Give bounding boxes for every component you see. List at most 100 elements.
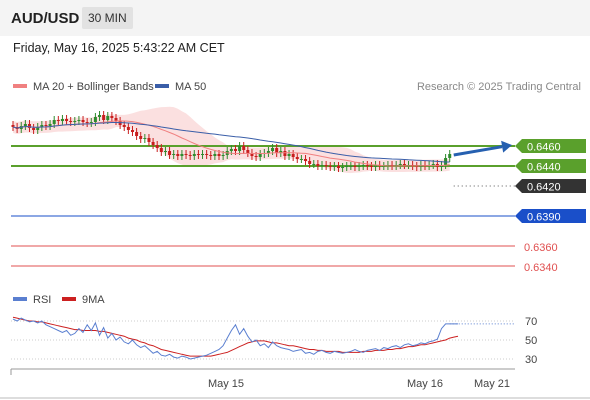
legend-bollinger-swatch [13,84,27,88]
forecast-arrow-head [501,140,512,153]
candle-body [201,154,205,155]
candle-body [52,120,56,124]
candle [213,150,217,160]
candle-body [345,166,349,167]
candle-body [106,116,110,120]
candle-body [205,154,209,155]
candle-body [295,157,299,159]
candle-body [287,154,291,156]
candle-body [349,166,353,167]
candle-body [316,164,320,166]
level-tag-2: 0.6420 [515,179,586,194]
rsi-line [12,317,458,360]
candle [304,155,308,165]
candle-body [291,154,295,157]
candle-body [44,125,48,126]
candle [155,141,159,152]
time-tick-1: May 16 [407,378,443,390]
candle-body [151,142,155,145]
candle [283,147,287,160]
candle [336,162,340,172]
candle [361,161,365,170]
candle-body [353,166,357,167]
candle [89,118,93,127]
timeframe-button[interactable]: 30 MIN [82,7,133,29]
time-tick-0: May 15 [208,378,244,390]
candle-body [81,120,85,122]
candle-body [65,119,69,121]
candle-body [213,154,217,156]
level-label-5: 0.6340 [524,262,558,274]
candle [266,147,270,157]
candle [369,162,373,171]
candle [320,161,324,170]
candle [201,150,205,159]
candle [374,161,378,171]
candle [316,160,320,170]
candle-body [382,166,386,167]
datetime-label: Friday, May 16, 2025 5:43:22 AM CET [13,41,225,55]
candle [291,150,295,161]
candle-body [341,167,345,168]
candle-body [233,149,237,151]
candle-body [357,166,361,167]
forecast-arrow-shaft [453,145,503,157]
candle [168,147,172,159]
candle [184,150,188,159]
candle-body [192,154,196,156]
candle-body [48,124,52,126]
candle-body [320,165,324,166]
level-tag-bg-3 [515,209,586,223]
candle [242,142,246,154]
ma50-line [12,122,450,163]
candle-body [312,164,316,165]
candle [328,162,332,171]
candle-body [361,165,365,166]
candle [126,123,130,134]
candle-body [159,148,163,152]
candle-body [40,125,44,127]
candle [196,150,200,159]
candle [448,150,452,162]
candle [143,134,147,143]
chart-header: AUD/USD 30 MIN [0,0,590,36]
level-label-0: 0.6460 [527,142,561,154]
candle [287,150,291,160]
candle [135,128,139,140]
candle [341,163,345,172]
candle-body [126,127,130,130]
candle-body [114,118,118,121]
candle-body [135,132,139,136]
candle-body [77,120,81,121]
candle [258,150,262,161]
rsi-tick-30: 30 [525,354,537,366]
candle [48,120,52,130]
candle [23,120,27,130]
candle-body [147,138,151,142]
candle-body [238,146,242,151]
candle [110,112,114,122]
candle [353,162,357,171]
candle-body [102,115,106,120]
candle-body [139,136,143,139]
candle-body [365,165,369,166]
candle [205,150,209,159]
candle [60,115,64,125]
candle [163,147,167,156]
candle-body [110,116,114,118]
candle [279,147,283,157]
candle [151,138,155,149]
candle [159,144,163,156]
candle [44,121,48,130]
candle-body [250,153,254,156]
candle-body [98,115,102,117]
candle [349,162,353,170]
candle-body [155,145,159,148]
candle [172,150,176,159]
candle-body [332,166,336,167]
candle [238,142,242,155]
candle [139,132,143,143]
symbol-label: AUD/USD [11,10,80,27]
candle-body [56,120,60,121]
